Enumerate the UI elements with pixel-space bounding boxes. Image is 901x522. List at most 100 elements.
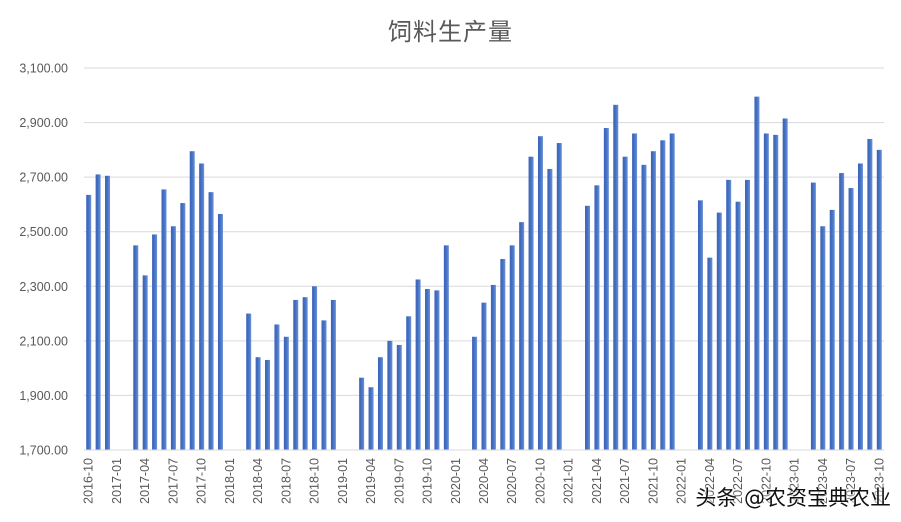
x-tick-label: 2017-04	[138, 458, 152, 504]
bar	[547, 168, 553, 450]
y-tick-label: 1,900.00	[19, 389, 68, 403]
bar	[820, 226, 826, 450]
bar	[377, 357, 383, 450]
bar	[829, 209, 835, 450]
bar	[490, 284, 496, 450]
bar	[283, 336, 289, 450]
bar	[754, 96, 760, 451]
x-tick-label: 2021-04	[590, 458, 604, 504]
bar	[481, 302, 487, 450]
x-tick-label: 2018-07	[279, 458, 293, 504]
bar	[528, 156, 534, 450]
bar	[622, 156, 628, 450]
bar	[735, 201, 741, 450]
bar	[632, 133, 638, 450]
bar	[217, 213, 223, 450]
x-tick-label: 2020-04	[477, 458, 491, 504]
bar	[302, 297, 308, 450]
bar	[782, 118, 788, 450]
bar	[95, 174, 101, 450]
bar	[519, 222, 525, 450]
bar	[434, 290, 440, 450]
x-tick-label: 2022-10	[759, 458, 773, 504]
bar	[763, 133, 769, 450]
x-tick-label: 2019-10	[421, 458, 435, 504]
x-tick-label: 2022-07	[731, 458, 745, 504]
bar	[321, 320, 327, 450]
bar	[105, 175, 111, 450]
x-tick-label: 2022-01	[675, 458, 689, 504]
bar	[189, 151, 195, 450]
bar	[594, 185, 600, 451]
bar	[641, 164, 647, 450]
bar	[556, 143, 562, 451]
bar	[716, 212, 722, 450]
bar	[152, 234, 158, 450]
bar	[857, 163, 863, 450]
x-tick-label: 2017-10	[195, 458, 209, 504]
x-tick-label: 2023-04	[816, 458, 830, 504]
x-axis: 2016-10 2017-01 2017-04 2017-07 2017-10 2018-…	[82, 449, 886, 504]
bar	[133, 245, 139, 450]
x-tick-label: 2023-01	[788, 458, 802, 504]
bar	[387, 340, 393, 450]
bar	[170, 226, 176, 450]
bar	[255, 357, 261, 450]
bar	[660, 140, 666, 451]
y-axis: 1,700.00 1,900.00 2,100.00 2,300.00 2,500.00…	[19, 62, 68, 458]
bar	[265, 359, 271, 450]
y-tick-label: 2,900.00	[19, 116, 68, 130]
bar	[707, 257, 713, 450]
x-tick-label: 2021-10	[646, 458, 660, 504]
chart-title: 饲料生产量	[388, 18, 513, 46]
x-tick-label: 2019-07	[392, 458, 406, 504]
bar	[86, 194, 92, 450]
y-tick-label: 2,500.00	[19, 225, 68, 239]
bar	[745, 179, 751, 450]
bar	[603, 128, 609, 450]
watermark: 头条 @农资宝典农业	[695, 486, 891, 510]
bar	[726, 179, 732, 450]
x-tick-label: 2018-10	[308, 458, 322, 504]
y-tick-label: 2,300.00	[19, 280, 68, 294]
x-tick-label: 2022-04	[703, 458, 717, 504]
bar	[876, 149, 882, 450]
bar	[142, 275, 148, 450]
bars	[86, 96, 882, 451]
bar	[208, 192, 214, 450]
bar	[500, 259, 506, 450]
bar	[293, 299, 299, 450]
bar	[650, 151, 656, 450]
bar	[330, 299, 336, 450]
y-tick-label: 2,700.00	[19, 171, 68, 185]
x-tick-label: 2019-04	[364, 458, 378, 504]
bar	[415, 279, 421, 450]
bar	[472, 336, 478, 450]
bar	[359, 377, 365, 450]
bar	[425, 289, 431, 450]
bar	[199, 163, 205, 450]
bar	[406, 316, 412, 450]
bar	[246, 313, 252, 450]
bar	[585, 205, 591, 450]
bar	[697, 200, 703, 450]
y-tick-label: 3,100.00	[19, 62, 68, 76]
x-tick-label: 2021-07	[618, 458, 632, 504]
x-tick-label: 2019-01	[336, 458, 350, 504]
x-tick-label: 2018-04	[251, 458, 265, 504]
bar	[443, 245, 449, 450]
bar	[274, 324, 280, 450]
bar	[839, 173, 845, 451]
x-tick-label: 2016-10	[82, 458, 96, 504]
bar	[509, 245, 515, 450]
bar	[537, 136, 543, 450]
x-tick-label: 2023-07	[844, 458, 858, 504]
bar	[312, 286, 318, 450]
bar	[368, 387, 374, 450]
bar	[180, 203, 186, 450]
bar	[161, 189, 167, 450]
bar	[810, 182, 816, 450]
x-tick-label: 2020-10	[533, 458, 547, 504]
bar	[396, 344, 402, 450]
